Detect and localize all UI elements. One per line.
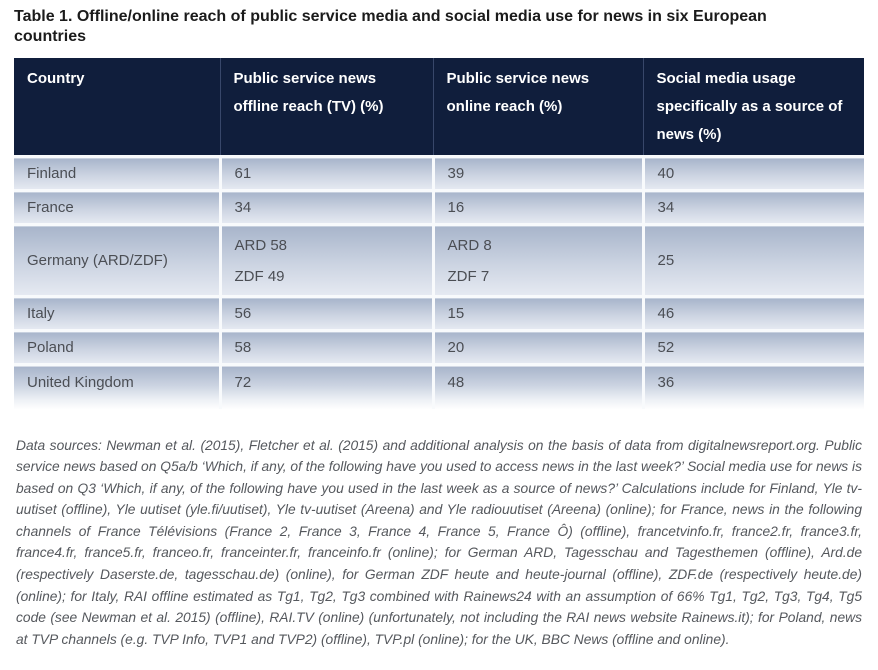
header-row: Country Public service news offline reac…: [14, 58, 864, 157]
cell-online-reach: 20: [431, 329, 643, 365]
table-row-united-kingdom: United Kingdom 72 48 36: [14, 363, 864, 409]
cell-offline-reach: 34: [218, 189, 433, 225]
cell-offline-reach: 61: [218, 155, 433, 191]
table-row-italy: Italy 56 15 46: [14, 295, 864, 331]
cell-country: United Kingdom: [14, 363, 220, 409]
reach-table: Country Public service news offline reac…: [14, 58, 864, 409]
col-header-country: Country: [14, 58, 220, 157]
col-header-online-reach: Public service news online reach (%): [432, 58, 643, 157]
cell-social-usage: 25: [641, 223, 864, 297]
cell-country: Finland: [14, 155, 220, 191]
cell-country: Poland: [14, 329, 220, 365]
cell-offline-reach: 56: [218, 295, 433, 331]
cell-online-reach: 15: [431, 295, 643, 331]
cell-country: Italy: [14, 295, 220, 331]
page: Table 1. Offline/online reach of public …: [14, 8, 864, 647]
cell-online-reach: ARD 8 ZDF 7: [431, 223, 643, 297]
cell-line-ard: ARD 8: [447, 236, 492, 254]
cell-line-ard: ARD 58: [234, 236, 288, 254]
cell-offline-reach: 58: [218, 329, 433, 365]
cell-offline-reach: 72: [218, 363, 433, 409]
table-body: Finland 61 39 40 France 34 16 34 Germany…: [14, 155, 864, 409]
cell-offline-reach: ARD 58 ZDF 49: [218, 223, 433, 297]
cell-country: Germany (ARD/ZDF): [14, 223, 220, 297]
cell-social-usage: 46: [641, 295, 864, 331]
table-row-poland: Poland 58 20 52: [14, 329, 864, 365]
table-title: Table 1. Offline/online reach of public …: [14, 8, 767, 45]
cell-country: France: [14, 189, 220, 225]
col-header-social-media-usage: Social media usage specifically as a sou…: [642, 58, 864, 157]
table-header: Country Public service news offline reac…: [14, 58, 864, 157]
table-row-france: France 34 16 34: [14, 189, 864, 225]
cell-social-usage: 52: [641, 329, 864, 365]
cell-social-usage: 36: [641, 363, 864, 409]
table-row-germany: Germany (ARD/ZDF) ARD 58 ZDF 49 ARD 8 ZD…: [14, 223, 864, 297]
cell-line-zdf: ZDF 49: [234, 267, 285, 285]
cell-online-reach: 48: [431, 363, 643, 409]
cell-online-reach: 39: [431, 155, 643, 191]
table-row-finland: Finland 61 39 40: [14, 155, 864, 191]
cell-line-zdf: ZDF 7: [447, 267, 490, 285]
data-sources-footnote: Data sources: Newman et al. (2015), Flet…: [16, 437, 862, 647]
cell-online-reach: 16: [431, 189, 643, 225]
cell-social-usage: 34: [641, 189, 864, 225]
col-header-offline-reach: Public service news offline reach (TV) (…: [219, 58, 433, 157]
cell-social-usage: 40: [641, 155, 864, 191]
